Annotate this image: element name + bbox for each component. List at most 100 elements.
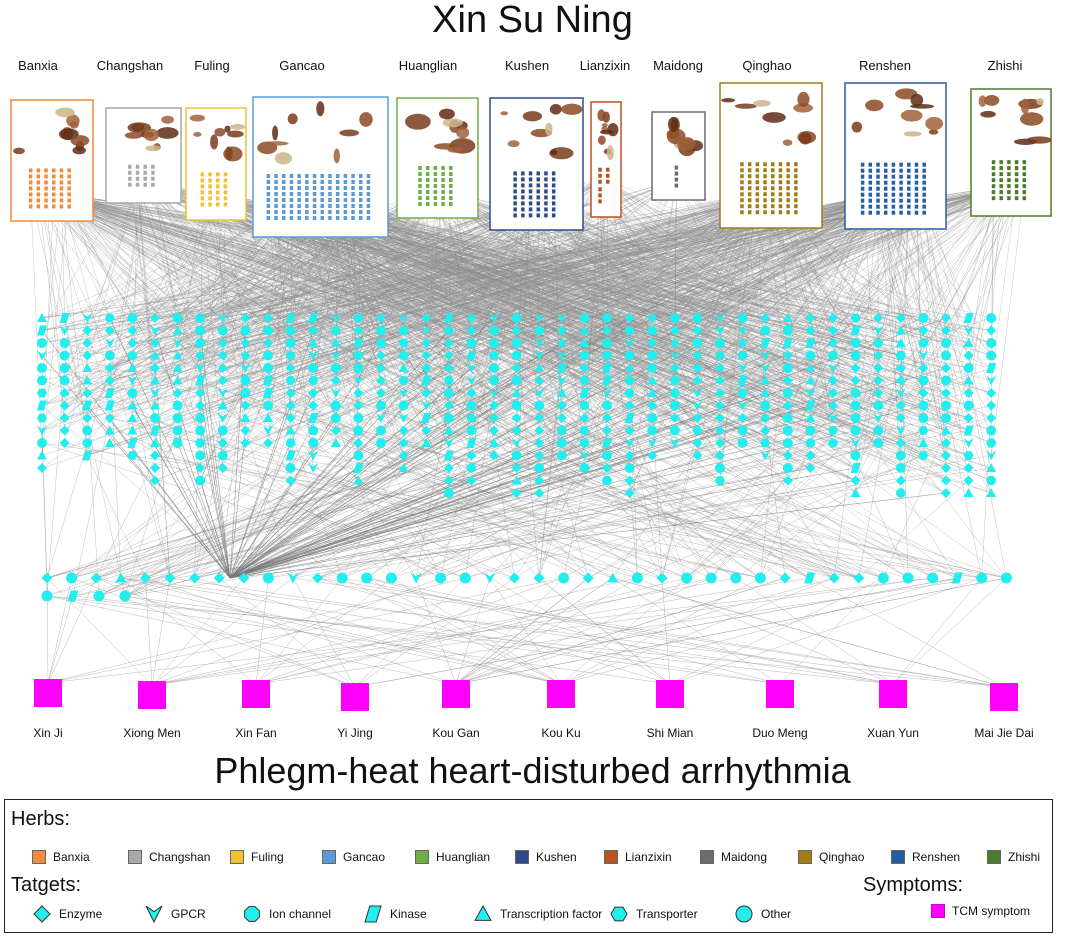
target-node [556, 325, 567, 336]
legend-herb-label: Huanglian [436, 850, 491, 864]
target-node [308, 400, 319, 411]
symptom-label: Xin Ji [33, 726, 63, 740]
target-node [376, 350, 386, 361]
target-node [263, 363, 273, 373]
target-node [624, 475, 635, 486]
diagram-title: Xin Su Ning [432, 0, 633, 41]
target-node [873, 438, 884, 448]
target-node [466, 388, 477, 398]
herb-label-huanglian: Huanglian [398, 58, 458, 73]
target-node [466, 475, 477, 486]
target-node [873, 363, 884, 373]
target-node [669, 338, 680, 348]
target-node [511, 325, 522, 336]
target-node [104, 350, 115, 361]
target-node [986, 488, 997, 497]
target-node [308, 450, 319, 461]
target-node [715, 476, 725, 485]
target-node [195, 450, 206, 461]
target-node [285, 400, 296, 411]
target-node [287, 572, 299, 584]
target-node [67, 590, 79, 602]
target-node [511, 450, 522, 461]
target-node [669, 413, 680, 423]
target-node [330, 413, 341, 423]
target-node [963, 475, 974, 486]
target-node [730, 572, 742, 584]
target-node [263, 400, 273, 411]
legend-herb-maidong: Maidong [700, 850, 767, 864]
target-node [602, 350, 612, 361]
target-node [647, 350, 658, 361]
herb-box-banxia [10, 99, 94, 222]
target-node [669, 313, 680, 323]
target-node [127, 375, 138, 386]
target-node [760, 350, 771, 361]
network-diagram [10, 82, 1052, 711]
target-node [895, 413, 906, 423]
target-node [421, 400, 432, 411]
target-node [737, 400, 748, 411]
target-node [240, 388, 251, 398]
target-node [579, 450, 590, 461]
target-node [127, 451, 138, 460]
target-node [466, 438, 477, 448]
target-node [150, 400, 160, 410]
target-node [805, 350, 816, 361]
target-node [421, 425, 432, 436]
target-node [782, 438, 793, 448]
target-node [737, 363, 748, 373]
target-node [805, 413, 816, 422]
target-node [647, 400, 658, 411]
target-node [692, 388, 703, 398]
herb-label-qinghao: Qinghao [742, 58, 792, 73]
target-node [172, 325, 183, 335]
target-node [715, 463, 725, 473]
target-node [602, 325, 612, 336]
diagram-subtitle: Phlegm-heat heart-disturbed arrhythmia [214, 750, 851, 791]
target-node [692, 400, 703, 411]
target-node [376, 313, 386, 323]
target-node [195, 363, 206, 373]
target-node [150, 325, 160, 336]
target-node [963, 375, 974, 385]
legend-symptom-item: TCM symptom [931, 904, 1030, 918]
target-node [805, 325, 816, 336]
target-node [511, 375, 522, 386]
target-node [963, 363, 974, 373]
target-node [511, 488, 522, 498]
herb-box-kushen [489, 97, 584, 231]
legend-herb-kushen: Kushen [515, 850, 577, 864]
target-node [37, 425, 47, 436]
target-node [489, 351, 499, 360]
target-node [850, 388, 861, 398]
target-node [927, 572, 939, 584]
target-node [308, 363, 319, 373]
target-node [624, 338, 635, 348]
target-node [624, 463, 635, 473]
target-node [489, 425, 499, 436]
target-node [466, 325, 477, 336]
target-node [330, 425, 341, 436]
target-node [602, 413, 612, 423]
target-node [308, 313, 319, 323]
target-node [308, 338, 319, 347]
target-node [556, 413, 567, 423]
target-node [508, 572, 520, 584]
target-node [624, 488, 635, 498]
triangle-icon [474, 904, 492, 921]
target-node [263, 325, 273, 336]
target-node [466, 375, 477, 386]
target-node [737, 313, 748, 323]
target-node [217, 375, 228, 386]
target-node [150, 463, 160, 473]
target-node [941, 488, 951, 498]
target-node [805, 425, 816, 436]
target-node [330, 375, 341, 386]
target-node [361, 572, 373, 584]
target-node [489, 363, 499, 373]
target-node [443, 438, 454, 448]
herb-box-border [10, 99, 94, 222]
symptom-label: Yi Jing [337, 726, 373, 740]
target-node [534, 488, 545, 498]
